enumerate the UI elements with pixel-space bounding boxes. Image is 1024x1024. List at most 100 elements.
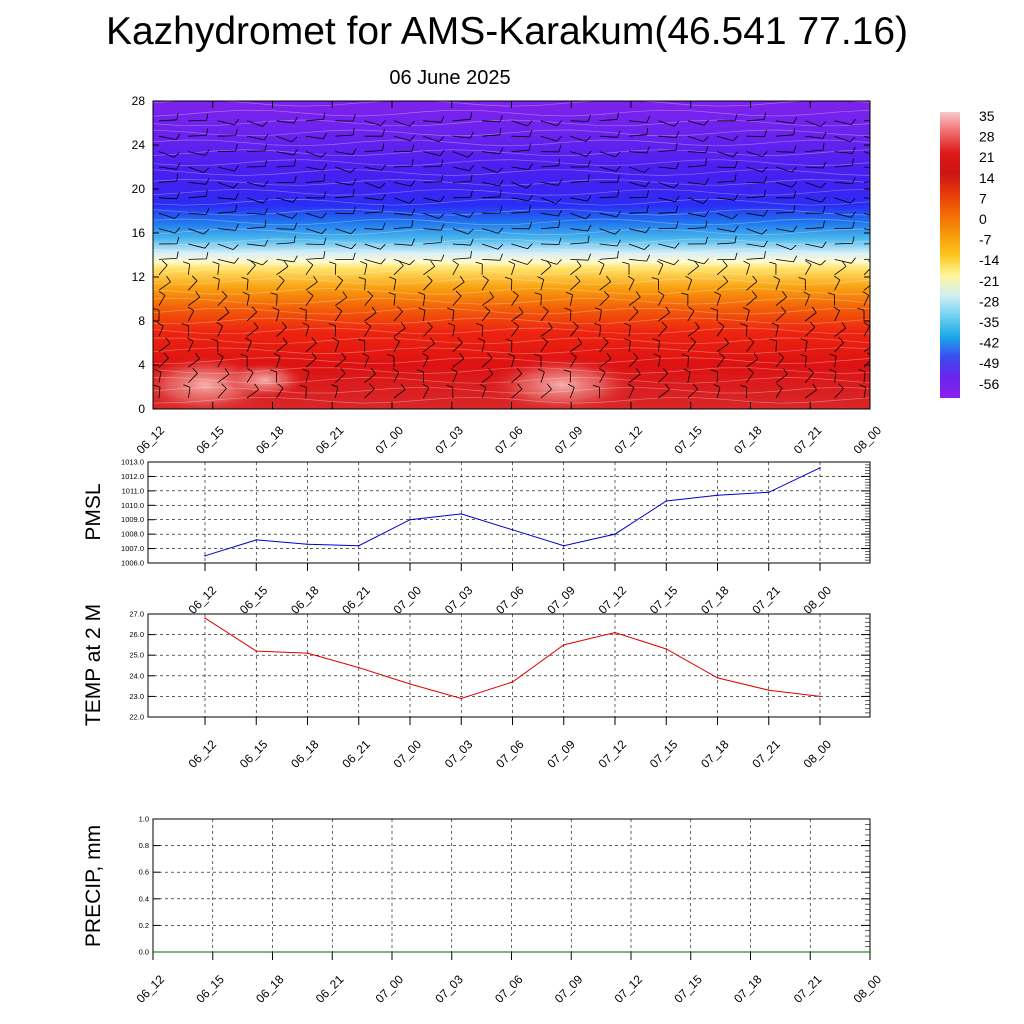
wind-barb xyxy=(658,162,680,170)
wind-barb xyxy=(393,144,415,152)
wind-barb xyxy=(599,368,606,383)
wind-barb xyxy=(775,243,797,251)
wind-barb xyxy=(746,129,767,137)
wind-barb xyxy=(392,368,400,383)
pmsl-data-point xyxy=(460,513,463,515)
colorbar-label: -14 xyxy=(979,252,999,268)
wind-barb xyxy=(805,241,827,248)
wind-barb xyxy=(393,322,406,337)
wind-barb xyxy=(154,368,162,383)
wind-barb xyxy=(452,211,475,218)
wind-barb xyxy=(158,251,179,260)
wind-barb xyxy=(746,112,766,122)
pmsl-y-tick-label: 1010.0 xyxy=(121,501,144,510)
wind-barb xyxy=(393,208,416,216)
wind-barb xyxy=(276,196,298,203)
wind-barb xyxy=(335,148,357,155)
heatmap-y-tick-label: 16 xyxy=(132,226,146,240)
wind-barb xyxy=(276,255,298,263)
temp-data-point xyxy=(460,697,463,700)
wind-barb xyxy=(775,291,788,306)
wind-barb xyxy=(863,260,870,276)
wind-barb xyxy=(511,194,533,202)
wind-barb xyxy=(217,243,239,250)
precip-x-tick-label: 08_00 xyxy=(851,972,885,1006)
wind-barb xyxy=(570,235,590,245)
wind-barb xyxy=(482,206,503,214)
wind-barb xyxy=(687,145,709,154)
wind-barb xyxy=(393,197,415,204)
heatmap-contour xyxy=(153,159,870,166)
wind-barb xyxy=(805,120,826,127)
wind-barb xyxy=(564,307,572,322)
wind-barb xyxy=(364,306,377,322)
pmsl-x-tick-label: 07_12 xyxy=(596,583,630,617)
wind-barb xyxy=(863,181,870,183)
heatmap-y-tick-label: 12 xyxy=(132,270,146,284)
wind-barb xyxy=(302,368,310,383)
wind-barb xyxy=(364,182,386,189)
pmsl-data-point xyxy=(409,518,411,521)
wind-barb xyxy=(452,228,474,235)
temp-frame xyxy=(147,613,871,718)
wind-barb xyxy=(481,368,494,383)
precip-data-point xyxy=(331,951,334,953)
wind-barb xyxy=(305,237,327,245)
wind-barb xyxy=(746,151,768,157)
wind-barb xyxy=(594,307,602,322)
heatmap-contour xyxy=(153,367,870,374)
wind-barb xyxy=(599,275,612,291)
wind-barb xyxy=(158,112,179,122)
wind-barb xyxy=(713,384,721,399)
wind-barb xyxy=(188,275,198,291)
wind-barb xyxy=(717,225,739,233)
wind-barb xyxy=(805,182,827,189)
wind-barb xyxy=(335,128,355,137)
wind-barb xyxy=(246,368,254,383)
heatmap-contours xyxy=(153,101,870,404)
temp-x-tick-label: 08_00 xyxy=(801,737,835,771)
wind-barb xyxy=(305,151,327,158)
wind-barb xyxy=(628,243,650,250)
wind-barb xyxy=(305,212,327,219)
wind-barb xyxy=(481,166,503,174)
wind-barb xyxy=(481,306,491,322)
wind-barb xyxy=(423,212,445,220)
wind-barb xyxy=(452,275,465,291)
wind-barb xyxy=(452,131,474,139)
wind-barb xyxy=(276,175,297,183)
wind-barb xyxy=(834,337,844,353)
colorbar-label: 28 xyxy=(979,129,995,145)
wind-barb xyxy=(863,197,870,199)
temp-x-tick-label: 07_00 xyxy=(391,737,425,771)
wind-barb xyxy=(393,134,416,141)
wind-barb xyxy=(627,383,635,399)
wind-barb xyxy=(388,292,396,306)
wind-barb xyxy=(276,235,296,245)
heatmap-y-tick-label: 0 xyxy=(138,402,145,416)
wind-barb xyxy=(775,368,788,383)
wind-barb xyxy=(651,277,659,291)
wind-barb xyxy=(328,261,337,275)
precip-axis-title: PRECIP, mm xyxy=(82,825,105,947)
wind-barb xyxy=(181,323,189,337)
wind-barb xyxy=(240,354,248,368)
wind-barb xyxy=(798,277,806,291)
heatmap-y-tick-label: 4 xyxy=(138,358,145,372)
wind-barb xyxy=(158,212,180,219)
pmsl-y-tick-label: 1008.0 xyxy=(121,530,144,539)
wind-barb xyxy=(746,175,767,184)
precip-data-point xyxy=(391,951,393,953)
wind-barb xyxy=(746,337,755,353)
wind-barb xyxy=(276,148,298,156)
pmsl-data-point xyxy=(255,539,258,541)
wind-barb xyxy=(743,260,751,275)
wind-barb xyxy=(242,291,250,306)
wind-barb xyxy=(685,275,693,291)
wind-barb xyxy=(364,222,386,230)
wind-barb xyxy=(534,292,542,306)
wind-barb xyxy=(746,367,754,383)
wind-barb xyxy=(217,128,238,137)
wind-barb xyxy=(805,306,817,322)
wind-barb xyxy=(599,151,621,158)
